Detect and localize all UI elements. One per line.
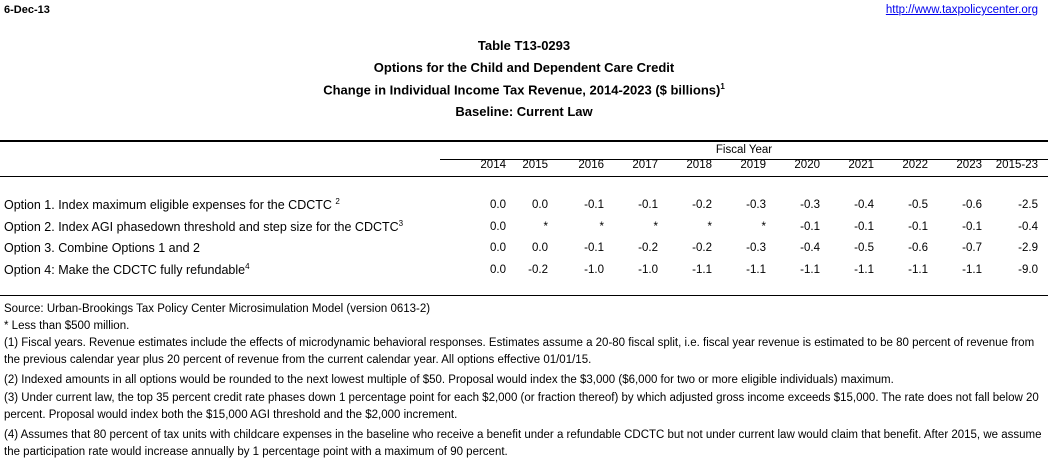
top-rule [0, 140, 1048, 142]
table-cell: -0.1 [584, 242, 604, 254]
row-label: Option 1. Index maximum eligible expense… [4, 197, 340, 212]
table-cell: -0.7 [962, 242, 982, 254]
table-cell: -1.1 [908, 264, 928, 276]
footnote-ref: 4 [245, 262, 250, 271]
group-rule [440, 159, 1048, 160]
table-cell: -0.6 [962, 199, 982, 211]
table-cell: * [543, 221, 548, 233]
table-cell: -1.1 [962, 264, 982, 276]
table-cell: -0.2 [638, 242, 658, 254]
table-cell: 0.0 [490, 264, 506, 276]
column-header: 2018 [686, 159, 712, 171]
row-label-text: Option 1. Index maximum eligible expense… [4, 198, 336, 213]
note-4: (4) Assumes that 80 percent of tax units… [4, 429, 1042, 458]
row-label-text: Option 3. Combine Options 1 and 2 [4, 241, 200, 256]
note-3: (3) Under current law, the top 35 percen… [4, 392, 1039, 421]
table-cell: -0.1 [854, 221, 874, 233]
footnote-ref: 3 [398, 219, 404, 228]
row-label: Option 3. Combine Options 1 and 2 [4, 240, 200, 255]
column-header: 2015 [522, 159, 548, 171]
table-cell: -0.1 [584, 199, 604, 211]
table-cell: -0.1 [962, 221, 982, 233]
row-label-text: Option 4: Make the CDCTC fully refundabl… [4, 263, 246, 278]
table-cell: -0.1 [908, 221, 928, 233]
table-cell: -2.5 [1018, 199, 1038, 211]
column-header: 2022 [902, 159, 928, 171]
table-cell: -1.1 [746, 264, 766, 276]
table-cell: -1.0 [584, 264, 604, 276]
row-label-text: Option 2. Index AGI phasedown threshold … [4, 220, 399, 235]
table-id: Table T13-0293 [477, 38, 571, 53]
row-label: Option 4: Make the CDCTC fully refundabl… [4, 262, 250, 277]
table-cell: -1.1 [854, 264, 874, 276]
table-cell: -0.4 [800, 242, 820, 254]
table-cell: -2.9 [1018, 242, 1038, 254]
measure-text: Change in Individual Income Tax Revenue,… [323, 82, 721, 98]
footnote-ref: 1 [720, 82, 725, 91]
table-cell: -0.3 [746, 242, 766, 254]
table-cell: -0.1 [638, 199, 658, 211]
column-header: 2021 [848, 159, 874, 171]
note-1: (1) Fiscal years. Revenue estimates incl… [4, 337, 1035, 366]
table-cell: * [599, 221, 604, 233]
table-cell: -0.3 [800, 199, 820, 211]
column-header: 2014 [480, 159, 506, 171]
table-cell: -0.2 [528, 264, 548, 276]
table-cell: -9.0 [1018, 264, 1038, 276]
table-cell: -0.2 [692, 242, 712, 254]
table-cell: -0.5 [908, 199, 928, 211]
table-cell: -0.6 [908, 242, 928, 254]
table-cell: -0.4 [854, 199, 874, 211]
table-cell: -0.4 [1018, 221, 1038, 233]
table-subject: Options for the Child and Dependent Care… [373, 60, 675, 75]
tpc-link[interactable]: http://www.taxpolicycenter.org [885, 4, 1038, 16]
table-cell: -0.5 [854, 242, 874, 254]
bottom-rule [0, 295, 1048, 296]
table-cell: -1.1 [800, 264, 820, 276]
table-cell: 0.0 [490, 221, 506, 233]
column-header: 2015-23 [995, 159, 1038, 171]
table-cell: 0.0 [532, 199, 548, 211]
table-cell: * [653, 221, 658, 233]
table-cell: * [761, 221, 766, 233]
date: 6-Dec-13 [4, 4, 50, 16]
fiscal-year-header: Fiscal Year [715, 144, 773, 156]
column-header: 2020 [794, 159, 820, 171]
footnote-ref: 2 [335, 197, 340, 206]
table-cell: -1.1 [692, 264, 712, 276]
table-cell: * [707, 221, 712, 233]
column-header: 2019 [740, 159, 766, 171]
table-cell: 0.0 [490, 242, 506, 254]
column-header: 2016 [578, 159, 604, 171]
column-header: 2023 [956, 159, 982, 171]
table-cell: -0.1 [800, 221, 820, 233]
table-baseline: Baseline: Current Law [455, 104, 593, 119]
header-rule [0, 176, 1048, 177]
asterisk-note: * Less than $500 million. [4, 320, 130, 332]
table-cell: 0.0 [490, 199, 506, 211]
row-label: Option 2. Index AGI phasedown threshold … [4, 219, 403, 234]
table-cell: 0.0 [532, 242, 548, 254]
table-measure: Change in Individual Income Tax Revenue,… [0, 82, 1048, 97]
column-header: 2017 [632, 159, 658, 171]
note-2: (2) Indexed amounts in all options would… [4, 374, 894, 386]
table-cell: -1.0 [638, 264, 658, 276]
table-cell: -0.2 [692, 199, 712, 211]
source-note: Source: Urban-Brookings Tax Policy Cente… [4, 303, 431, 315]
table-cell: -0.3 [746, 199, 766, 211]
